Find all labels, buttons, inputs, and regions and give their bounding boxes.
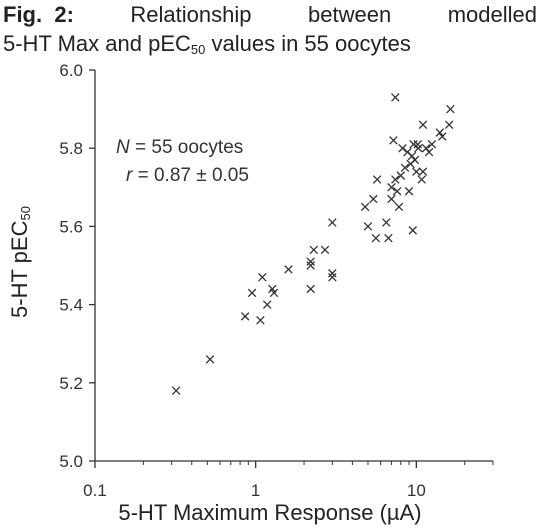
data-point [371,233,381,243]
data-point [306,257,315,266]
data-point [284,265,293,274]
data-point [400,163,410,173]
y-tick-label: 5.4 [59,296,83,315]
data-point [269,288,279,298]
data-point [404,186,414,196]
data-point [309,245,319,255]
y-axis-title-sub: 50 [18,206,33,221]
data-point [396,171,406,180]
caption-fig: Fig. [3,2,43,27]
y-tick-label: 5.8 [59,139,83,158]
chart-annotation: N = 55 oocytes r = 0.87 ± 0.05 [116,137,249,186]
caption-fig-number: 2: [54,2,74,27]
data-point [435,128,445,137]
caption-word-1: Relationship [130,2,252,27]
data-point [247,288,257,298]
x-axis-title: 5-HT Maximum Response (µA) [118,500,422,525]
data-point [369,194,378,204]
data-point [398,143,407,153]
data-point [421,143,431,153]
data-point [306,261,315,270]
data-point [418,120,428,129]
y-axis-title-pre: 5-HT pEC [7,220,32,318]
data-point [387,183,396,192]
figure-caption: Fig. 2: Relationship between modelled 5-… [3,0,537,58]
annotation-r: r = 0.87 ± 0.05 [126,165,249,186]
caption-line2-pre: 5-HT Max and pEC [3,31,191,56]
annotation-r-text: = 0.87 ± 0.05 [132,165,249,186]
x-tick-label: 10 [407,481,426,500]
y-tick-label: 5.6 [59,217,83,236]
data-point [414,143,423,153]
y-axis-title: 5-HT pEC50 [7,206,33,318]
data-point [382,218,391,227]
caption-word-3: modelled [447,2,537,27]
data-point [328,272,337,282]
chart-points [171,93,455,395]
caption-line2-sub: 50 [190,42,206,57]
annotation-r-symbol: r [126,165,133,186]
caption-line-2: 5-HT Max and pEC50 values in 55 oocytes [3,29,537,58]
data-point [410,155,420,165]
caption-word-2: between [308,2,392,27]
data-point [205,355,215,364]
data-point [417,175,426,184]
y-tick-label: 6.0 [59,61,83,80]
data-point [240,312,250,321]
data-point [360,202,370,212]
chart-axes [94,70,493,462]
data-point [418,167,428,176]
data-point [391,175,400,184]
data-point [363,222,373,231]
data-point [408,226,418,235]
data-point [438,132,447,141]
data-point [424,147,434,157]
data-point [389,136,398,145]
caption-fig-label: Fig. 2: [3,0,74,29]
data-point [258,272,267,282]
data-point [328,269,337,278]
data-point [407,151,417,161]
data-point [320,245,330,255]
annotation-n-text: = 55 oocytes [130,137,244,158]
data-point [171,386,181,395]
data-point [306,284,315,294]
data-point [328,218,337,227]
data-point [384,233,393,243]
data-point [412,167,421,176]
data-point [372,175,382,184]
data-point [409,140,418,149]
data-point [446,104,455,114]
data-point [392,186,402,196]
data-point [256,315,265,325]
caption-line2-post: values in 55 oocytes [205,31,411,56]
data-point [391,93,400,102]
chart-ticks: 5.0 5.2 5.4 5.6 5.8 6.0 0.1 1 10 [59,61,494,500]
x-tick-label: 0.1 [83,481,107,500]
caption-line-1: Fig. 2: Relationship between modelled [3,0,537,29]
annotation-n: N = 55 oocytes [116,137,243,158]
data-point [427,140,437,149]
data-point [387,194,396,204]
data-point [262,300,272,309]
annotation-n-symbol: N [116,137,130,158]
data-point [394,202,404,212]
y-tick-label: 5.2 [59,374,83,393]
x-tick-label: 1 [251,481,260,500]
data-point [444,120,454,129]
y-tick-label: 5.0 [59,452,83,471]
